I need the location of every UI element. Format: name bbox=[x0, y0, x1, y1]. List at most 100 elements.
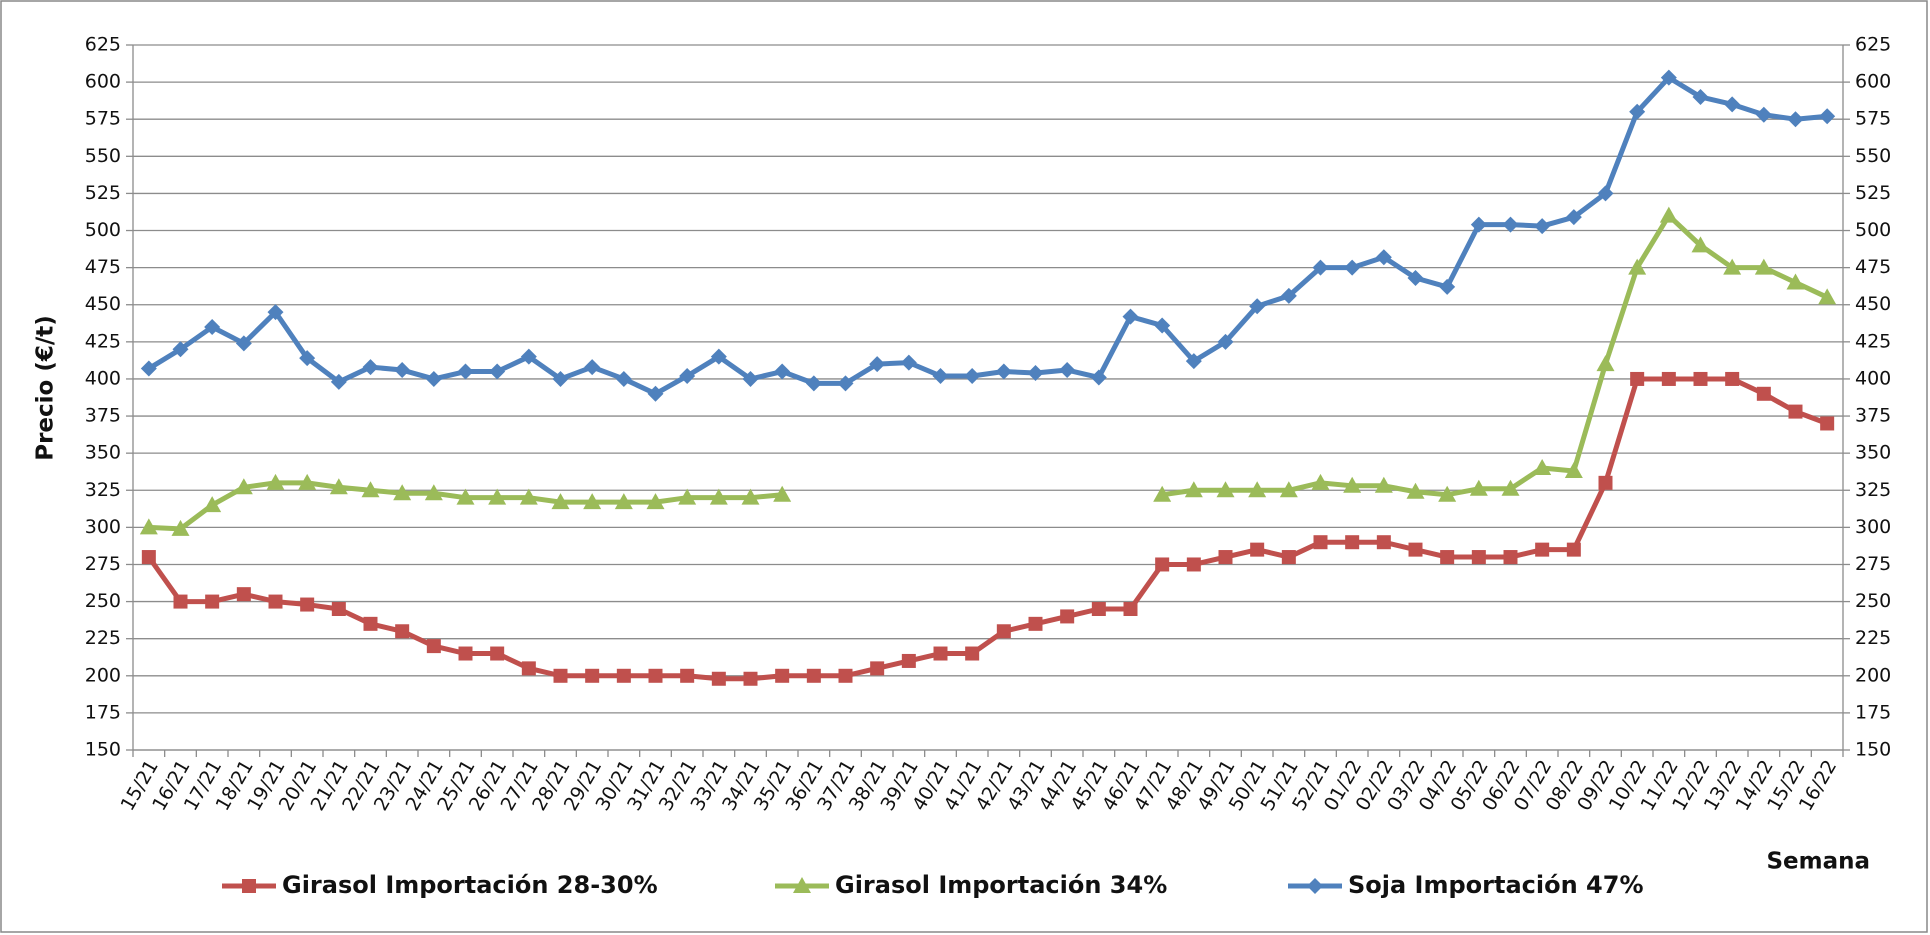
marker bbox=[268, 594, 283, 609]
y2-tick-label: 450 bbox=[1855, 293, 1891, 315]
marker bbox=[235, 335, 252, 352]
marker bbox=[203, 496, 222, 513]
marker bbox=[1250, 542, 1265, 557]
marker bbox=[709, 488, 728, 505]
marker bbox=[995, 363, 1012, 380]
marker bbox=[395, 624, 410, 639]
marker bbox=[1375, 249, 1392, 266]
y2-tick-label: 200 bbox=[1855, 664, 1891, 686]
marker bbox=[520, 348, 537, 365]
marker bbox=[1280, 287, 1297, 304]
y2-tick-label: 400 bbox=[1855, 367, 1891, 389]
marker bbox=[1535, 542, 1550, 557]
marker bbox=[1565, 209, 1582, 226]
marker bbox=[1028, 616, 1043, 631]
legend-label: Soja Importación 47% bbox=[1348, 871, 1644, 899]
y-tick-label: 250 bbox=[85, 590, 121, 612]
marker bbox=[1691, 236, 1710, 253]
marker bbox=[1788, 404, 1803, 419]
marker bbox=[1060, 609, 1075, 624]
marker bbox=[1469, 479, 1488, 496]
marker bbox=[1408, 542, 1423, 557]
marker bbox=[139, 518, 158, 535]
marker bbox=[1725, 371, 1740, 386]
y2-tick-label: 625 bbox=[1855, 34, 1891, 56]
y2-tick-label: 375 bbox=[1855, 405, 1891, 427]
marker bbox=[585, 668, 600, 683]
marker bbox=[964, 367, 981, 384]
marker bbox=[805, 375, 822, 392]
marker bbox=[1692, 88, 1709, 105]
marker bbox=[426, 639, 441, 654]
y-tick-label: 300 bbox=[85, 516, 121, 538]
marker bbox=[773, 485, 792, 502]
marker bbox=[869, 356, 886, 373]
marker bbox=[793, 877, 811, 893]
y-tick-label: 425 bbox=[85, 330, 121, 352]
marker bbox=[837, 375, 854, 392]
y-tick-label: 325 bbox=[85, 479, 121, 501]
marker bbox=[678, 488, 697, 505]
y-tick-label: 475 bbox=[85, 256, 121, 278]
y2-tick-label: 300 bbox=[1855, 516, 1891, 538]
marker bbox=[141, 550, 156, 565]
marker bbox=[775, 668, 790, 683]
marker bbox=[646, 493, 665, 510]
y-tick-label: 575 bbox=[85, 108, 121, 130]
marker bbox=[1184, 481, 1203, 498]
marker bbox=[1754, 258, 1773, 275]
marker bbox=[647, 385, 664, 402]
marker bbox=[1596, 355, 1615, 372]
marker bbox=[1186, 557, 1201, 572]
y-tick-label: 375 bbox=[85, 405, 121, 427]
marker bbox=[1534, 218, 1551, 235]
y2-tick-label: 250 bbox=[1855, 590, 1891, 612]
marker bbox=[901, 653, 916, 668]
marker bbox=[1787, 111, 1804, 128]
marker bbox=[553, 668, 568, 683]
marker bbox=[870, 661, 885, 676]
y2-tick-label: 275 bbox=[1855, 553, 1891, 575]
marker bbox=[457, 363, 474, 380]
marker bbox=[1279, 481, 1298, 498]
marker bbox=[1628, 258, 1647, 275]
marker bbox=[1818, 288, 1837, 305]
y-tick-label: 350 bbox=[85, 442, 121, 464]
marker bbox=[490, 646, 505, 661]
y-tick-label: 150 bbox=[85, 739, 121, 761]
marker bbox=[1216, 481, 1235, 498]
marker bbox=[680, 668, 695, 683]
marker bbox=[742, 370, 759, 387]
marker bbox=[1471, 550, 1486, 565]
marker bbox=[488, 488, 507, 505]
marker bbox=[1597, 185, 1614, 202]
y-tick-label: 400 bbox=[85, 367, 121, 389]
marker bbox=[1153, 485, 1172, 502]
marker bbox=[1185, 353, 1202, 370]
marker bbox=[743, 671, 758, 686]
marker bbox=[1502, 216, 1519, 233]
marker bbox=[394, 362, 411, 379]
marker bbox=[458, 646, 473, 661]
y-tick-label: 500 bbox=[85, 219, 121, 241]
y2-tick-label: 425 bbox=[1855, 330, 1891, 352]
marker bbox=[1786, 273, 1805, 290]
marker bbox=[1122, 308, 1139, 325]
y-tick-label: 450 bbox=[85, 293, 121, 315]
marker bbox=[1312, 259, 1329, 276]
y-tick-label: 275 bbox=[85, 553, 121, 575]
marker bbox=[648, 668, 663, 683]
marker bbox=[1533, 459, 1552, 475]
marker bbox=[1756, 386, 1771, 401]
marker bbox=[1343, 476, 1362, 493]
marker bbox=[806, 668, 821, 683]
marker bbox=[1501, 479, 1520, 496]
y2-tick-label: 150 bbox=[1855, 739, 1891, 761]
y-tick-label: 200 bbox=[85, 664, 121, 686]
marker bbox=[1724, 96, 1741, 113]
marker bbox=[521, 661, 536, 676]
marker bbox=[996, 624, 1011, 639]
marker bbox=[205, 594, 220, 609]
